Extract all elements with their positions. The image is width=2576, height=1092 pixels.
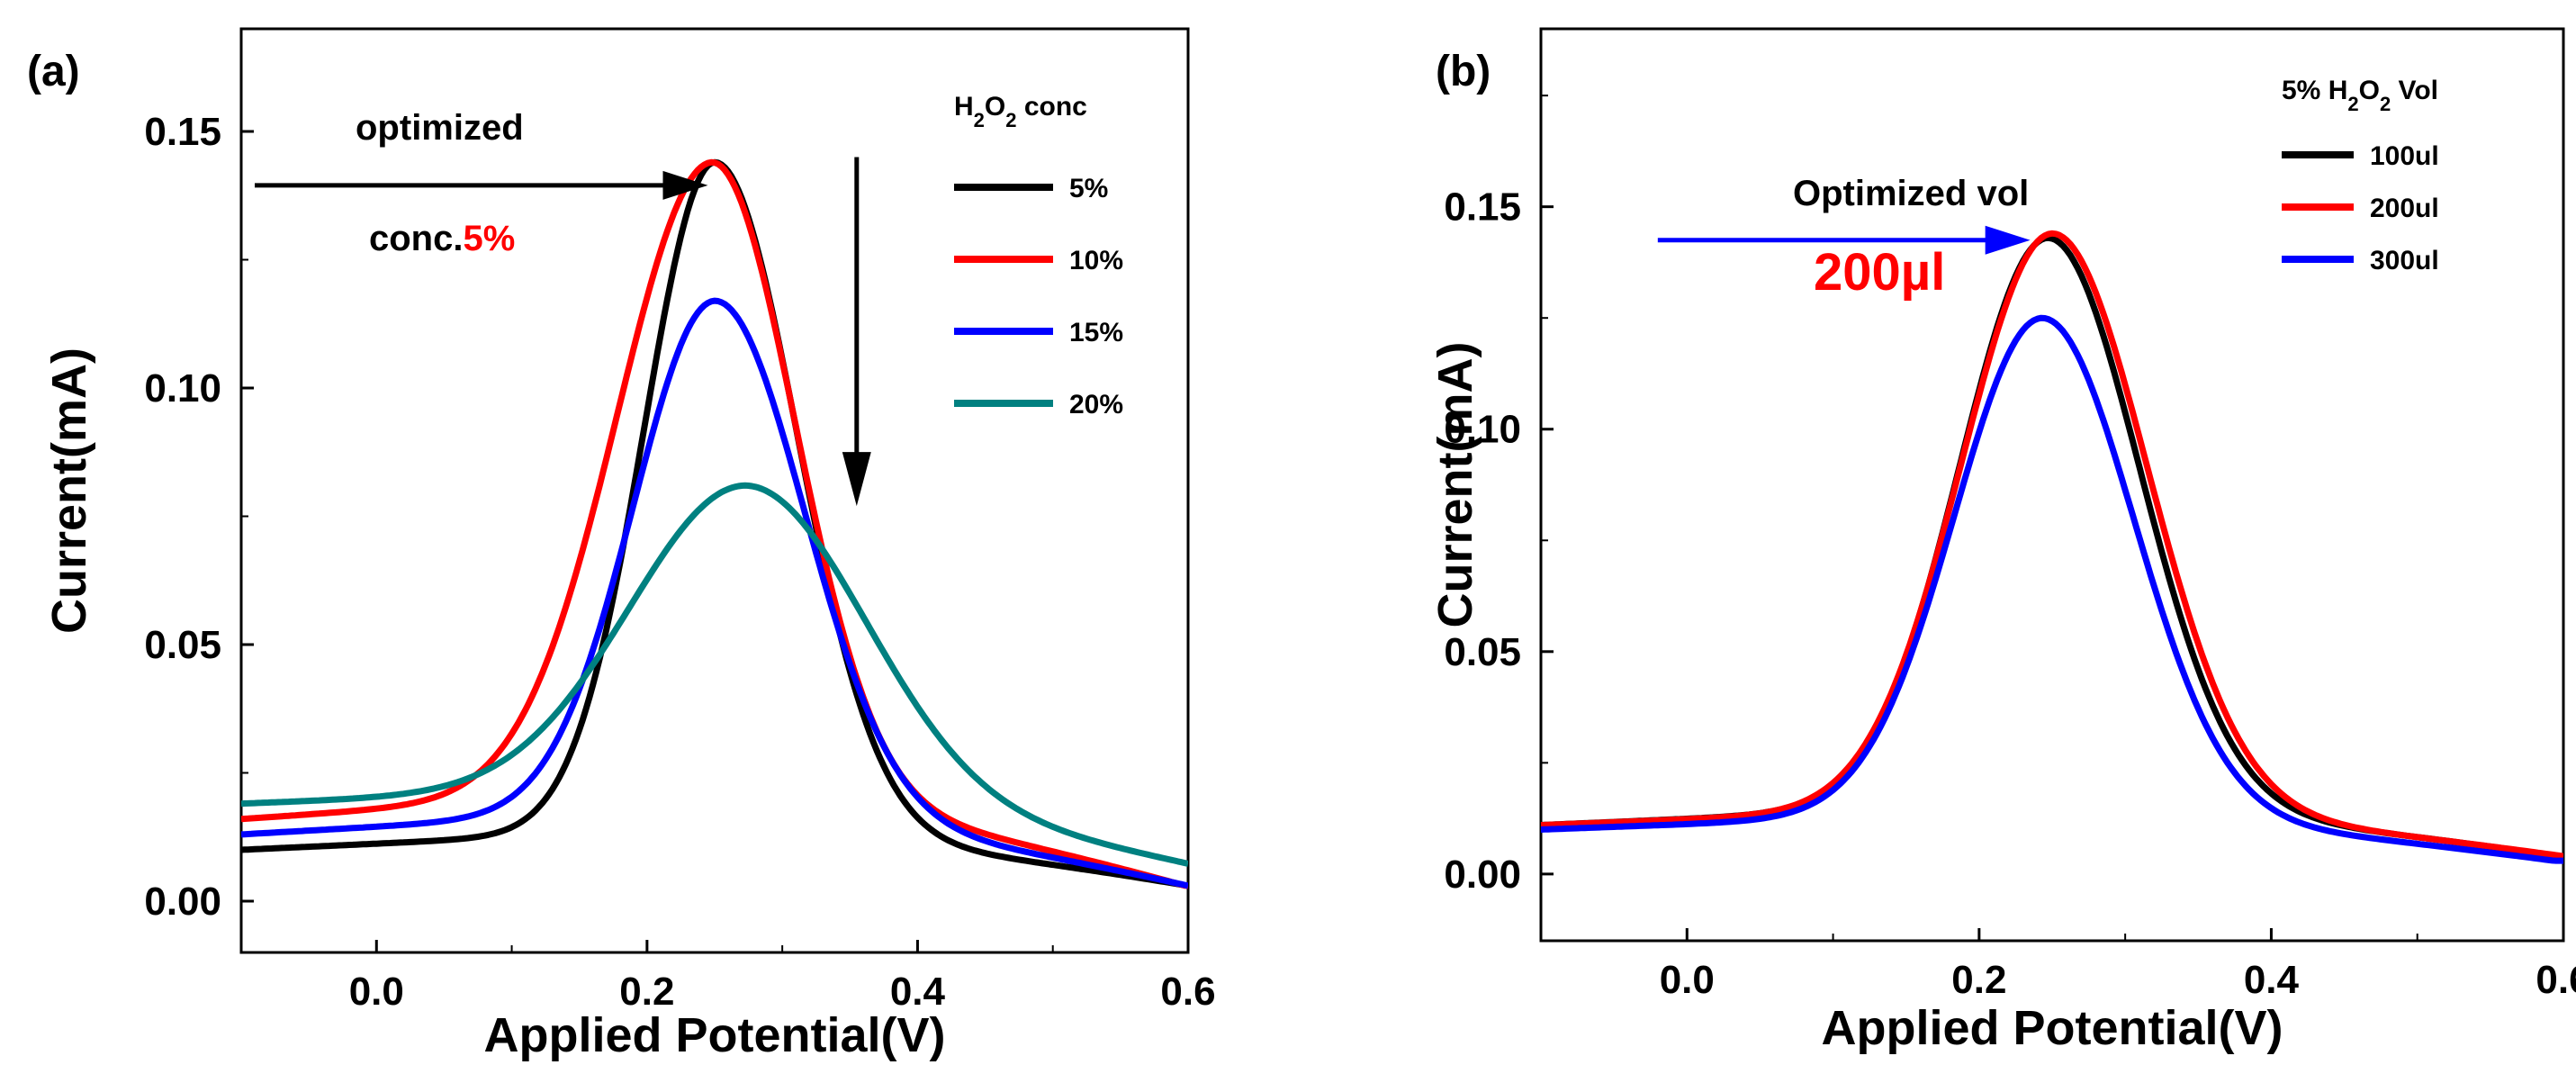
- y-tick-label: 0.15: [1444, 185, 1521, 230]
- legend-entry-label: 100ul: [2370, 141, 2439, 171]
- x-tick-label: 0.0: [349, 970, 404, 1014]
- series-line-5pct: [241, 158, 1188, 889]
- legend-title-part: 5% H: [2282, 76, 2347, 105]
- vol-value: 200µl: [1814, 243, 1945, 302]
- y-tick-label: 0.15: [144, 110, 221, 154]
- chart-panel-b: (b) 0.0 0.2 0.4 0.6 0.00 0.05 0.10 0.15 Applied P…: [1428, 27, 2576, 1055]
- legend-title: H2O2 conc: [954, 92, 1087, 131]
- series-lines: [241, 158, 1188, 889]
- y-tick-label: 0.05: [1444, 630, 1521, 674]
- y-tick-label: 0.05: [144, 623, 221, 667]
- legend-entry-label: 200ul: [2370, 194, 2439, 223]
- y-tick-label: 0.00: [144, 880, 221, 924]
- legend-entry-label: 20%: [1069, 390, 1123, 420]
- legend-title-part: 2: [2380, 93, 2391, 115]
- legend-title-part: 2: [1005, 109, 1016, 131]
- series-line-100ul: [1541, 234, 2563, 860]
- legend-entry-label: 5%: [1069, 174, 1108, 203]
- y-tick-label: 0.00: [1444, 853, 1521, 897]
- legend-title-part: 2: [974, 109, 985, 131]
- series-lines: [1541, 230, 2563, 864]
- annotations: Optimized vol 200µl: [1657, 174, 2031, 302]
- y-axis-title: Current(mA): [42, 347, 96, 634]
- x-axis-title: Applied Potential(V): [484, 1008, 946, 1062]
- decrease-arrowhead: [842, 452, 871, 507]
- legend-title-part: Vol: [2391, 76, 2438, 105]
- optimized-vol-arrowhead: [1985, 225, 2031, 255]
- annotations: optimized conc.5%: [255, 108, 871, 507]
- x-tick-label: 0.4: [2244, 958, 2300, 1002]
- optimized-label: optimized: [356, 108, 524, 148]
- y-axis-title: Current(mA): [1428, 342, 1482, 628]
- optimized-arrowhead: [662, 170, 708, 200]
- conc-prefix: conc.: [369, 219, 463, 258]
- plot-frame: [239, 27, 1190, 954]
- series-line-10pct: [241, 158, 1188, 889]
- x-tick-label: 0.2: [1951, 958, 2006, 1002]
- legend-entry-label: 300ul: [2370, 246, 2439, 275]
- series-line-15pct: [241, 297, 1188, 889]
- x-tick-label: 0.6: [1160, 970, 1215, 1014]
- y-tick-label: 0.10: [144, 366, 221, 411]
- chart-panel-a: (a) 0.0 0.2 0.4 0.6 0.00 0.05 0.10 0.15 Applied P…: [27, 27, 1216, 1062]
- series-line-20pct: [241, 482, 1188, 867]
- legend-title-part: 2: [2347, 93, 2358, 115]
- optimized-vol-label: Optimized vol: [1793, 174, 2029, 213]
- panel-label: (a): [27, 48, 80, 95]
- y-tick-label: 0.10: [1444, 408, 1521, 452]
- x-tick-label: 0.4: [890, 970, 946, 1014]
- plot-frame: [1539, 27, 2565, 943]
- conc-label: conc.5%: [369, 219, 515, 258]
- legend-title-part: O: [2359, 76, 2380, 105]
- x-tick-label: 0.0: [1660, 958, 1715, 1002]
- legend-title-part: H: [954, 92, 974, 122]
- panel-label: (b): [1436, 48, 1491, 95]
- series-line-200ul: [1541, 230, 2563, 860]
- x-tick-label: 0.2: [619, 970, 674, 1014]
- conc-value: 5%: [463, 219, 515, 258]
- legend-title: 5% H2O2 Vol: [2282, 76, 2438, 115]
- x-axis-title: Applied Potential(V): [1822, 1001, 2283, 1055]
- series-line-300ul: [1541, 314, 2563, 864]
- legend-entry-label: 10%: [1069, 246, 1123, 275]
- legend-title-part: conc: [1017, 92, 1087, 122]
- legend-entry-label: 15%: [1069, 318, 1123, 347]
- legend-title-part: O: [985, 92, 1005, 122]
- x-tick-label: 0.6: [2535, 958, 2576, 1002]
